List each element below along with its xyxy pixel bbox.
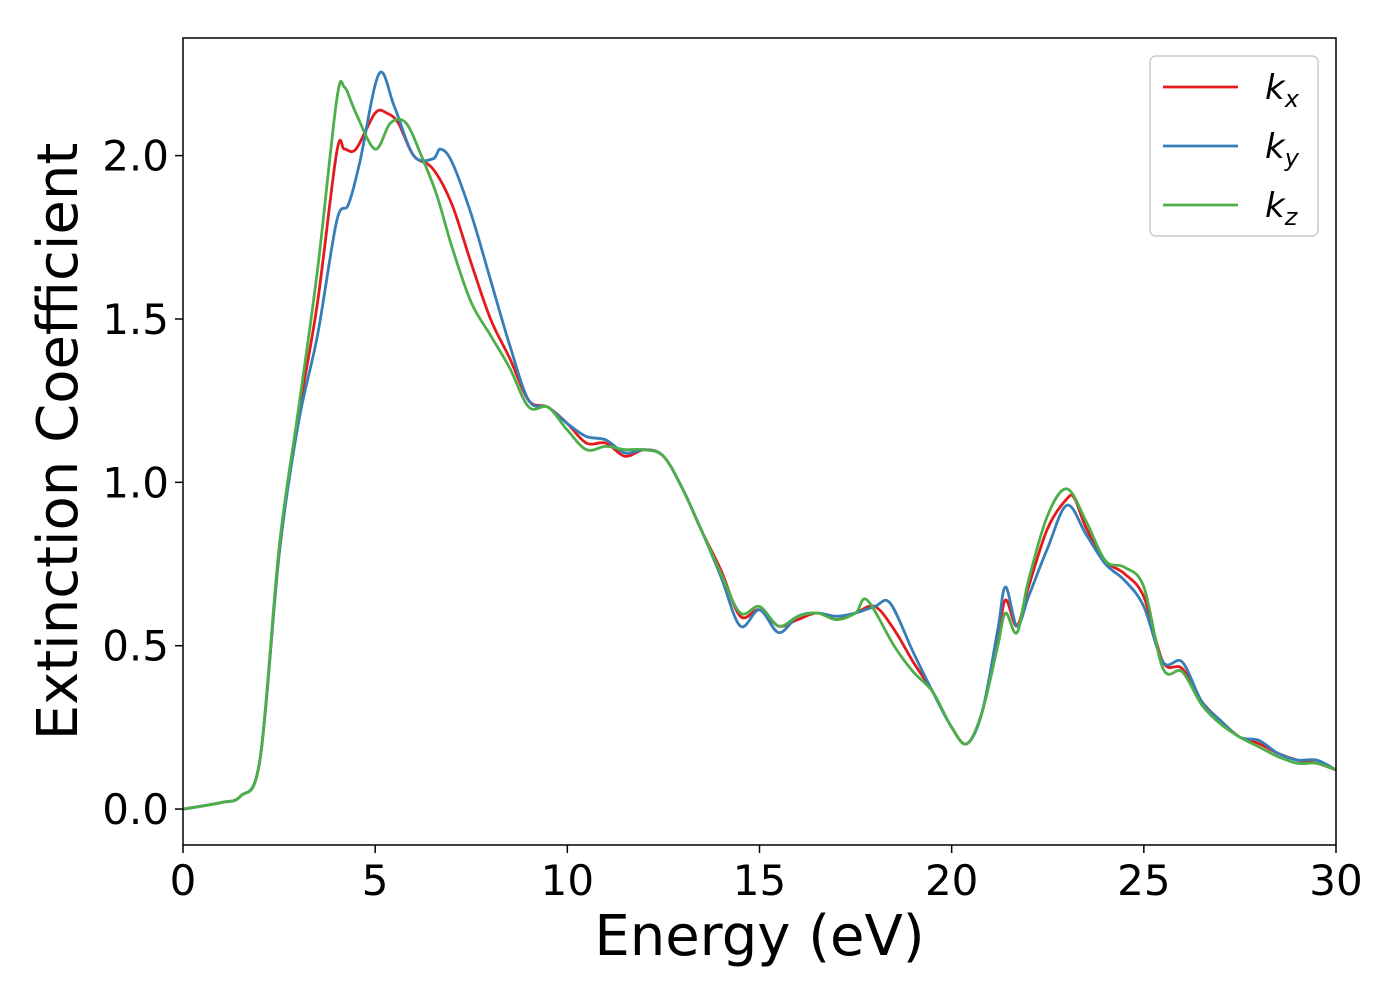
x-tick-label: 10 — [541, 856, 594, 905]
y-tick-label: 1.5 — [102, 295, 169, 344]
y-axis: 0.0 0.5 1.0 1.5 2.0 — [102, 132, 183, 834]
x-tick-label: 25 — [1117, 856, 1170, 905]
x-tick-label: 30 — [1309, 856, 1362, 905]
legend-label: kz — [1265, 186, 1299, 231]
series-layer — [183, 70, 1336, 811]
x-tick-label: 20 — [925, 856, 978, 905]
y-tick-label: 1.0 — [102, 458, 169, 507]
x-axis: 0 5 10 15 20 25 30 — [170, 845, 1363, 905]
legend-label: kx — [1265, 68, 1300, 113]
x-axis-title: Energy (eV) — [594, 904, 924, 969]
x-tick-label: 5 — [362, 856, 389, 905]
series-line-k-y — [183, 70, 1336, 811]
y-tick-label: 2.0 — [102, 132, 169, 181]
legend: kx ky kz — [1149, 55, 1319, 237]
y-axis-title: Extinction Coefficient — [26, 143, 91, 741]
x-tick-label: 0 — [170, 856, 197, 905]
series-line-k-z — [183, 79, 1336, 811]
y-tick-label: 0.5 — [102, 622, 169, 671]
x-tick-label: 15 — [733, 856, 786, 905]
legend-label: ky — [1265, 127, 1300, 172]
y-tick-label: 0.0 — [102, 785, 169, 834]
